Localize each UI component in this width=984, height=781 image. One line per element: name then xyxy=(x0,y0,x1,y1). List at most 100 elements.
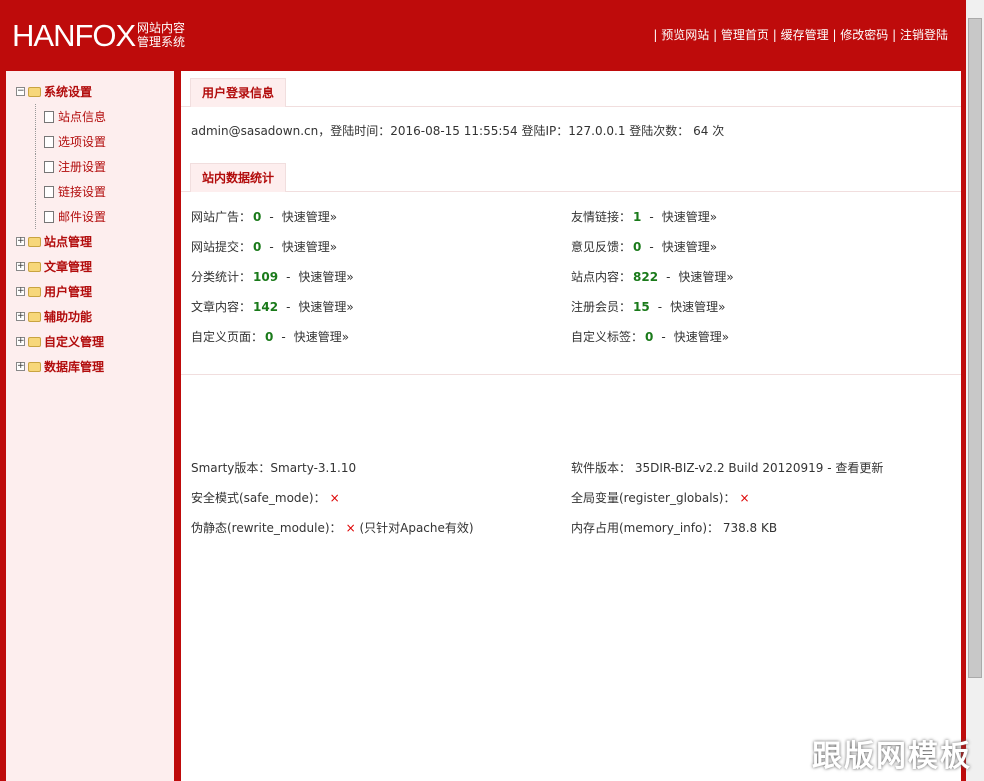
folder-icon xyxy=(28,336,41,347)
nav-admin-home[interactable]: 管理首页 xyxy=(720,28,769,42)
nav-preview-site[interactable]: 预览网站 xyxy=(661,28,710,42)
software-version-text: 软件版本： 35DIR-BIZ-v2.2 Build 20120919 - xyxy=(571,461,836,475)
stat-label: 注册会员： xyxy=(571,300,632,314)
quick-manage-link[interactable]: 快速管理» xyxy=(281,240,338,254)
stat-value: 0 xyxy=(265,330,274,344)
collapse-icon[interactable]: − xyxy=(16,86,25,96)
stat-label: 文章内容： xyxy=(191,300,252,314)
tab-user-login-info[interactable]: 用户登录信息 xyxy=(190,78,287,107)
stat-value: 15 xyxy=(633,300,650,314)
stats-grid: 网站广告： 0- 快速管理» 友情链接： 1- 快速管理» 网站提交： 0- 快速管理» 意见反馈… xyxy=(181,192,961,352)
stat-value: 0 xyxy=(633,240,642,254)
quick-manage-link[interactable]: 快速管理» xyxy=(661,240,718,254)
expand-icon[interactable]: + xyxy=(16,311,25,321)
smarty-version: Smarty版本：Smarty-3.1.10 xyxy=(191,461,357,475)
quick-manage-link[interactable]: 快速管理» xyxy=(678,270,734,284)
quick-manage-link[interactable]: 快速管理» xyxy=(298,300,354,314)
sidebar-group[interactable]: + 自定义管理 xyxy=(6,329,174,354)
sidebar-group[interactable]: + 站点管理 xyxy=(6,229,174,254)
stat-label: 意见反馈： xyxy=(571,240,632,254)
expand-icon[interactable]: + xyxy=(16,286,25,296)
sidebar-group-label: 用户管理 xyxy=(44,284,93,299)
quick-manage-link[interactable]: 快速管理» xyxy=(673,330,730,344)
quick-manage-link[interactable]: 快速管理» xyxy=(670,300,726,314)
sidebar-item[interactable]: 选项设置 xyxy=(35,129,174,154)
login-info: admin@sasadown.cn，登陆时间：2016-08-15 11:55:… xyxy=(191,124,725,138)
sidebar-item-label: 链接设置 xyxy=(58,185,107,199)
stat-item: 自定义页面： 0- 快速管理» xyxy=(191,330,350,344)
expand-icon[interactable]: + xyxy=(16,261,25,271)
document-icon xyxy=(44,110,54,123)
watermark: 跟版网模板 xyxy=(812,739,972,774)
stat-item: 网站提交： 0- 快速管理» xyxy=(191,240,338,254)
sidebar-group[interactable]: + 用户管理 xyxy=(6,279,174,304)
expand-icon[interactable]: + xyxy=(16,361,25,371)
logo: HANFOX xyxy=(12,18,136,53)
rewrite-note: (只针对Apache有效) xyxy=(355,521,474,535)
stat-value: 0 xyxy=(645,330,654,344)
sidebar-group-label: 数据库管理 xyxy=(44,359,105,374)
sidebar-group-label: 站点管理 xyxy=(44,234,93,249)
rewrite-module: 伪静态(rewrite_module)： × (只针对Apache有效) xyxy=(191,513,474,543)
cross-icon: × xyxy=(345,521,356,535)
quick-manage-link[interactable]: 快速管理» xyxy=(661,210,718,224)
register-globals: 全局变量(register_globals)： × xyxy=(571,483,750,513)
sidebar-group-label: 文章管理 xyxy=(44,259,93,274)
header: HANFOX 网站内容 管理系统 | 预览网站 | 管理首页 | 缓存管理 | 修… xyxy=(0,0,966,70)
sidebar-item-label: 站点信息 xyxy=(58,110,107,124)
stat-label: 自定义页面： xyxy=(191,330,264,344)
sidebar-item-label: 选项设置 xyxy=(58,135,107,149)
sidebar-group[interactable]: − 系统设置 xyxy=(6,79,174,104)
document-icon xyxy=(44,135,54,148)
sidebar-item-label: 邮件设置 xyxy=(58,210,107,224)
tab-site-stats[interactable]: 站内数据统计 xyxy=(190,163,287,192)
sidebar-item[interactable]: 站点信息 xyxy=(35,104,174,129)
logo-subtitle-line: 管理系统 xyxy=(137,35,186,49)
scrollbar-thumb[interactable] xyxy=(968,18,982,678)
check-update-link[interactable]: 查看更新 xyxy=(835,461,884,475)
stat-label: 站点内容： xyxy=(571,270,632,284)
safe-mode: 安全模式(safe_mode)： × xyxy=(191,483,340,513)
stat-label: 自定义标签： xyxy=(571,330,644,344)
stat-value: 142 xyxy=(253,300,279,314)
sidebar-item[interactable]: 注册设置 xyxy=(35,154,174,179)
stat-item: 友情链接： 1- 快速管理» xyxy=(571,210,718,224)
folder-icon xyxy=(28,86,41,97)
folder-icon xyxy=(28,286,41,297)
stat-value: 0 xyxy=(253,210,262,224)
divider xyxy=(181,374,961,375)
logo-subtitle-line: 网站内容 xyxy=(137,21,186,35)
sidebar-group[interactable]: + 辅助功能 xyxy=(6,304,174,329)
folder-icon xyxy=(28,311,41,322)
quick-manage-link[interactable]: 快速管理» xyxy=(298,270,354,284)
sidebar-group[interactable]: + 文章管理 xyxy=(6,254,174,279)
stat-item: 注册会员： 15- 快速管理» xyxy=(571,300,726,314)
logo-subtitle: 网站内容 管理系统 xyxy=(137,21,185,49)
sidebar-group[interactable]: + 数据库管理 xyxy=(6,354,174,379)
software-version: 软件版本： 35DIR-BIZ-v2.2 Build 20120919 - 查看… xyxy=(571,453,883,483)
expand-icon[interactable]: + xyxy=(16,236,25,246)
folder-icon xyxy=(28,361,41,372)
scrollbar[interactable] xyxy=(966,0,984,781)
sidebar-item[interactable]: 链接设置 xyxy=(35,179,174,204)
nav-logout[interactable]: 注销登陆 xyxy=(899,28,948,42)
stat-value: 1 xyxy=(633,210,642,224)
sidebar-item[interactable]: 邮件设置 xyxy=(35,204,174,229)
safe-mode-label: 安全模式(safe_mode)： xyxy=(191,491,326,505)
sidebar-group-label: 系统设置 xyxy=(44,84,93,99)
nav-change-password[interactable]: 修改密码 xyxy=(840,28,889,42)
nav-cache[interactable]: 缓存管理 xyxy=(780,28,829,42)
quick-manage-link[interactable]: 快速管理» xyxy=(281,210,338,224)
stat-item: 文章内容： 142- 快速管理» xyxy=(191,300,354,314)
stat-label: 友情链接： xyxy=(571,210,632,224)
stat-value: 109 xyxy=(253,270,279,284)
document-icon xyxy=(44,160,54,173)
stat-label: 网站提交： xyxy=(191,240,252,254)
folder-icon xyxy=(28,261,41,272)
rewrite-label: 伪静态(rewrite_module)： xyxy=(191,521,342,535)
quick-manage-link[interactable]: 快速管理» xyxy=(293,330,350,344)
stat-item: 网站广告： 0- 快速管理» xyxy=(191,210,338,224)
memory-info: 内存占用(memory_info)： 738.8 KB xyxy=(571,521,778,535)
register-globals-label: 全局变量(register_globals)： xyxy=(571,491,736,505)
expand-icon[interactable]: + xyxy=(16,336,25,346)
